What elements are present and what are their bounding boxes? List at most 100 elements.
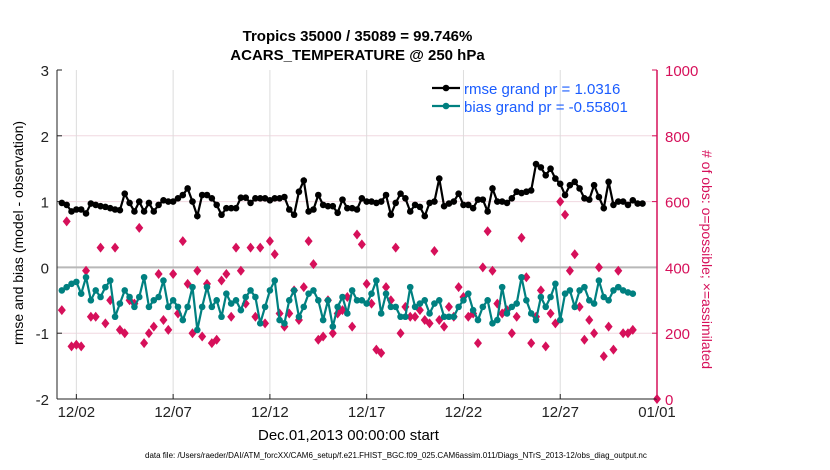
- bias-point: [252, 293, 259, 301]
- bias-point: [213, 297, 220, 304]
- x-axis-label: Dec.01,2013 00:00:00 start: [258, 427, 439, 444]
- bias-point: [532, 316, 540, 324]
- y-right-tick-label: 200: [665, 326, 690, 343]
- obs-count-marker: [217, 275, 226, 286]
- bias-point: [537, 293, 545, 301]
- bias-point: [402, 313, 409, 321]
- bias-point: [435, 297, 443, 304]
- rmse-point: [184, 185, 191, 192]
- rmse-point: [474, 196, 482, 203]
- bias-point: [542, 303, 550, 311]
- rmse-point: [387, 211, 395, 219]
- obs-count-marker: [546, 308, 555, 319]
- bias-point: [523, 297, 530, 304]
- bias-point: [421, 297, 429, 304]
- obs-count-marker: [135, 222, 144, 233]
- bias-point: [513, 300, 520, 307]
- chart-title: Tropics 35000 / 35089 = 99.746%: [242, 28, 473, 45]
- bias-point: [503, 310, 511, 317]
- obs-count-marker: [232, 242, 241, 253]
- bias-point: [276, 316, 283, 324]
- obs-count-marker: [396, 328, 405, 339]
- y-tick-label: 1: [41, 195, 49, 212]
- rmse-point: [469, 204, 477, 212]
- bias-point: [464, 290, 472, 298]
- bias-point: [290, 287, 298, 294]
- x-tick-label: 12/17: [348, 404, 386, 421]
- obs-count-marker: [382, 282, 391, 293]
- rmse-point: [605, 178, 612, 186]
- bias-point: [203, 283, 211, 291]
- rmse-point: [363, 198, 370, 205]
- obs-count-marker: [140, 338, 149, 349]
- rmse-point: [353, 206, 361, 213]
- rmse-point: [382, 191, 390, 199]
- bias-point: [518, 273, 525, 281]
- rmse-point: [121, 190, 129, 198]
- obs-count-marker: [164, 324, 173, 335]
- rmse-point: [406, 208, 414, 215]
- bias-point: [218, 313, 225, 321]
- obs-count-marker: [565, 265, 574, 276]
- y-tick-label: 3: [41, 63, 49, 80]
- rmse-point: [571, 178, 579, 186]
- bias-point: [455, 303, 462, 311]
- bias-point: [102, 283, 109, 291]
- bias-point: [82, 273, 90, 281]
- bias-point: [353, 297, 361, 304]
- bias-point: [140, 273, 148, 281]
- rmse-point: [614, 198, 622, 205]
- rmse-point: [300, 177, 308, 184]
- obs-count-marker: [101, 318, 110, 329]
- bias-point: [479, 303, 487, 311]
- bias-point: [440, 313, 448, 321]
- bias-point: [605, 297, 612, 304]
- rmse-point: [281, 193, 288, 201]
- obs-count-marker: [406, 311, 415, 322]
- rmse-point: [97, 202, 104, 210]
- rmse-point: [489, 185, 496, 192]
- rmse-point: [314, 191, 322, 199]
- bias-point: [160, 277, 167, 284]
- obs-count-marker: [353, 229, 361, 240]
- obs-count-marker: [536, 285, 545, 296]
- rmse-point: [358, 195, 366, 202]
- rmse-point: [203, 191, 211, 199]
- obs-count-marker: [212, 334, 221, 345]
- obs-count-marker: [154, 268, 163, 279]
- bias-point: [77, 290, 85, 298]
- bias-point: [174, 303, 182, 311]
- rmse-point: [247, 199, 254, 207]
- bias-point: [164, 303, 172, 311]
- bias-point: [392, 303, 400, 311]
- rmse-point: [111, 206, 119, 213]
- obs-count-marker: [328, 328, 337, 339]
- bias-point: [208, 303, 216, 311]
- obs-count-marker: [149, 321, 158, 332]
- x-tick-label: 12/02: [58, 404, 96, 421]
- rmse-point: [377, 198, 385, 205]
- rmse-point: [634, 200, 641, 207]
- bias-point: [184, 303, 191, 311]
- bias-point: [300, 303, 308, 311]
- obs-count-marker: [522, 272, 531, 283]
- bias-point: [126, 293, 133, 301]
- obs-count-marker: [411, 311, 420, 322]
- bias-point: [610, 287, 617, 294]
- rmse-point: [610, 201, 617, 209]
- rmse-point: [561, 191, 569, 199]
- y-tick-label: -1: [36, 326, 49, 343]
- bias-point: [266, 287, 274, 294]
- bias-point: [460, 297, 467, 304]
- rmse-point: [339, 196, 346, 203]
- obs-count-marker: [561, 209, 570, 220]
- bias-point: [247, 287, 254, 294]
- bias-point: [305, 290, 312, 298]
- x-tick-label: 12/27: [541, 404, 579, 421]
- obs-count-marker: [169, 268, 178, 279]
- bias-legend-marker: [442, 102, 450, 110]
- obs-count-marker: [265, 236, 274, 247]
- rmse-point: [145, 199, 153, 207]
- bias-point: [256, 320, 264, 327]
